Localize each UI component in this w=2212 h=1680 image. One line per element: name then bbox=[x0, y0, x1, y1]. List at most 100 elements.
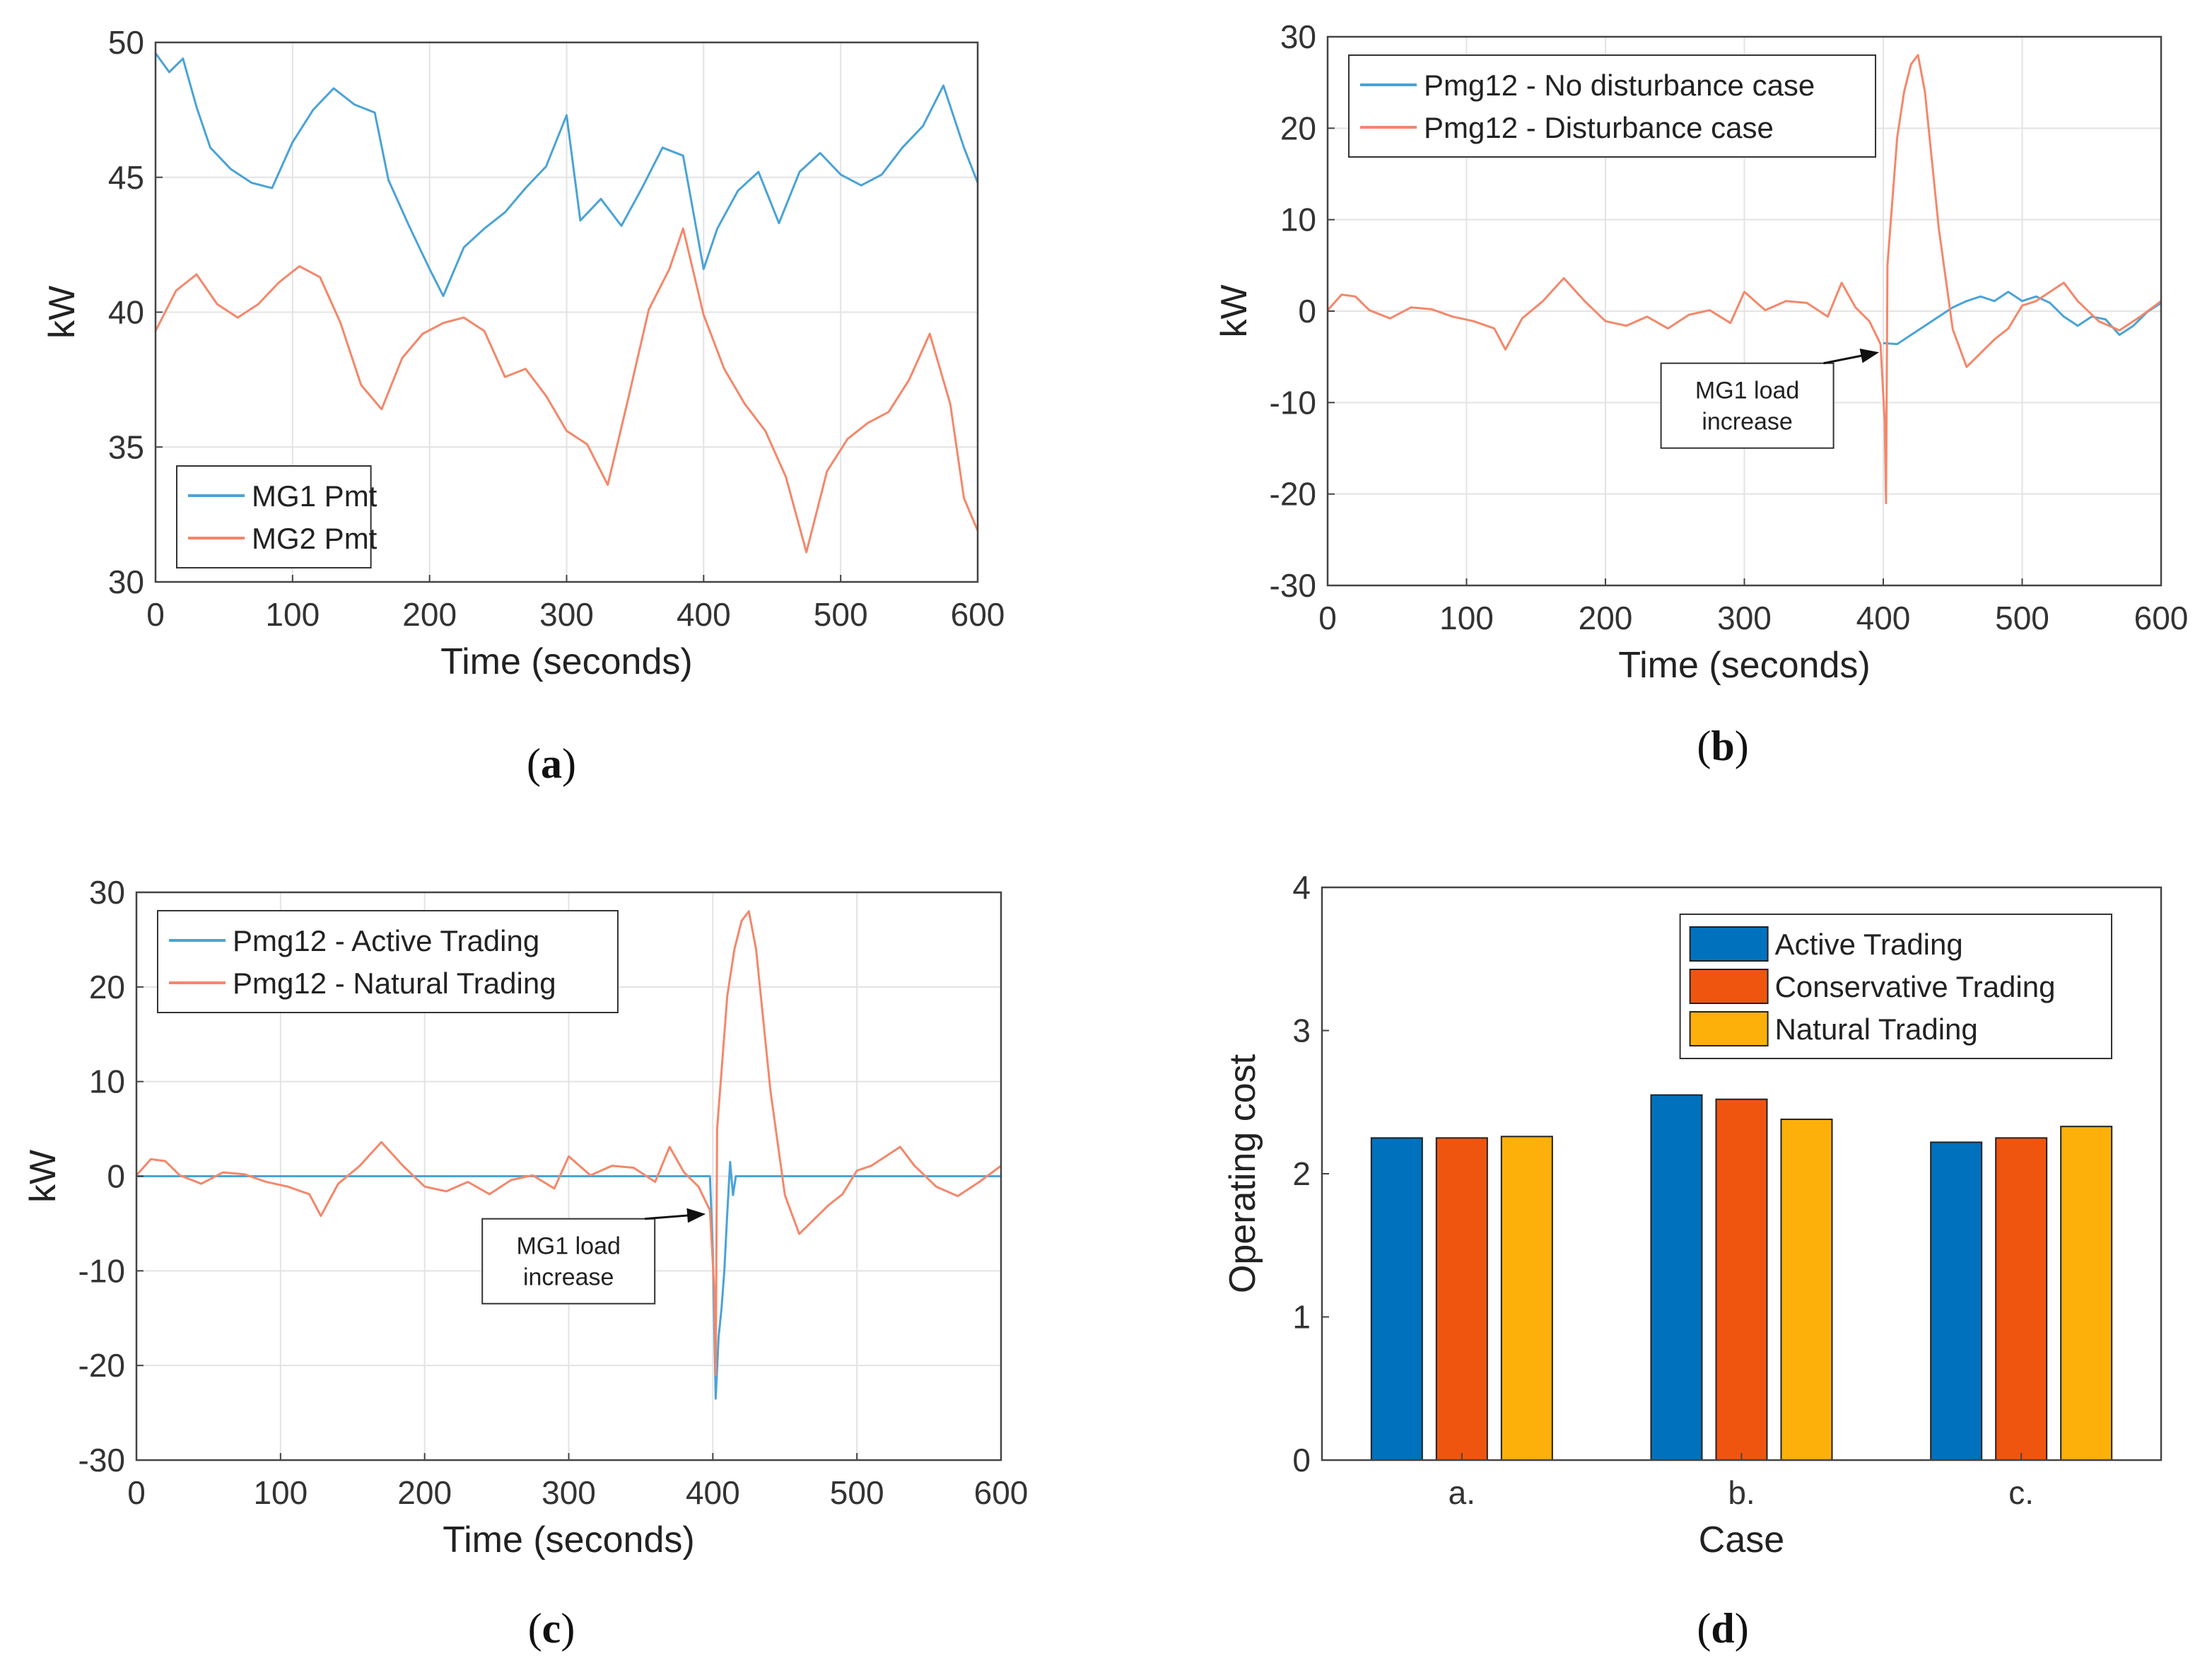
x-tick-label: 100 bbox=[265, 596, 320, 633]
legend-label-1: Pmg12 - Disturbance case bbox=[1424, 111, 1774, 144]
x-tick-label: 600 bbox=[974, 1474, 1029, 1511]
x-tick-label: 400 bbox=[686, 1474, 740, 1511]
axes-box bbox=[154, 41, 979, 583]
series-line-1 bbox=[135, 910, 1002, 1376]
caption-part: ) bbox=[561, 1605, 575, 1652]
legend-box bbox=[176, 465, 372, 568]
x-tick-label: 600 bbox=[2134, 600, 2189, 636]
chart-a: 0 100 200 300 400 500 600 30 35 40 45 50 Time (secon… bbox=[42, 24, 1005, 787]
x-tick-label: a. bbox=[1449, 1474, 1475, 1511]
panel-caption-a: (a) bbox=[527, 740, 576, 787]
legend-label-0: Active Trading bbox=[1775, 928, 1963, 961]
axes-box bbox=[1326, 35, 2163, 587]
legend-box bbox=[1348, 54, 1877, 158]
legend-box bbox=[157, 910, 619, 1013]
annotation-arrowhead bbox=[1859, 349, 1880, 363]
caption-part: b bbox=[1711, 723, 1734, 769]
x-tick-label: 400 bbox=[677, 596, 731, 633]
annotation-text: MG1 load bbox=[1695, 378, 1799, 404]
y-axis-label: kW bbox=[42, 286, 83, 339]
y-tick-label: -30 bbox=[1270, 567, 1316, 604]
legend-label-0: MG1 Pmt bbox=[252, 479, 378, 513]
x-axis-label: Time (seconds) bbox=[440, 641, 692, 682]
legend-swatch-2 bbox=[1689, 1011, 1769, 1046]
y-tick-label: 45 bbox=[108, 159, 144, 196]
x-tick-label: 600 bbox=[951, 596, 1005, 633]
y-tick-label: 35 bbox=[108, 428, 144, 465]
bar-a-0 bbox=[1370, 1137, 1423, 1461]
caption-part: ) bbox=[1735, 1605, 1749, 1652]
y-tick-label: -10 bbox=[1270, 384, 1316, 421]
x-tick-label: 200 bbox=[402, 596, 457, 633]
axes-box bbox=[1321, 886, 2163, 1462]
caption-part: a bbox=[541, 740, 562, 787]
x-tick-label: 0 bbox=[146, 596, 165, 633]
legend-swatch-0 bbox=[1689, 926, 1769, 962]
legend-label-1: Pmg12 - Natural Trading bbox=[233, 967, 556, 1000]
x-tick-label: 0 bbox=[127, 1474, 146, 1511]
y-tick-label: -20 bbox=[1270, 476, 1316, 513]
x-axis-label: Time (seconds) bbox=[443, 1519, 694, 1561]
axes-box bbox=[135, 891, 1002, 1462]
legend-label-1: Conservative Trading bbox=[1775, 970, 2056, 1003]
y-axis-label: kW bbox=[23, 1150, 64, 1203]
legend-swatch-1 bbox=[1689, 969, 1769, 1004]
caption-part: ( bbox=[527, 740, 541, 787]
x-tick-label: b. bbox=[1728, 1474, 1755, 1511]
panel-caption-b: (b) bbox=[1697, 723, 1748, 769]
y-tick-label: 30 bbox=[108, 564, 144, 600]
annotation-text: increase bbox=[523, 1264, 614, 1291]
y-tick-label: 20 bbox=[1280, 110, 1316, 146]
y-tick-label: -30 bbox=[78, 1442, 125, 1478]
annotation-box bbox=[481, 1218, 656, 1305]
caption-part: d bbox=[1711, 1605, 1734, 1652]
x-tick-label: 0 bbox=[1318, 600, 1337, 636]
y-tick-label: 10 bbox=[1280, 202, 1316, 238]
y-tick-label: 20 bbox=[89, 969, 125, 1005]
x-axis-label: Case bbox=[1699, 1519, 1784, 1561]
caption-part: ) bbox=[1735, 723, 1749, 769]
y-tick-label: 30 bbox=[89, 874, 125, 911]
caption-part: ( bbox=[528, 1605, 542, 1652]
caption-part: ( bbox=[1697, 723, 1711, 769]
caption-part: ) bbox=[562, 740, 576, 787]
y-tick-label: 0 bbox=[107, 1158, 125, 1195]
caption-part: ( bbox=[1697, 1605, 1711, 1652]
legend-label-1: MG2 Pmt bbox=[252, 522, 378, 555]
bar-c-2 bbox=[2060, 1126, 2113, 1462]
series-line-0 bbox=[1883, 291, 2162, 346]
y-tick-label: 4 bbox=[1292, 869, 1311, 906]
caption-part: c bbox=[542, 1605, 561, 1652]
annotation-text: increase bbox=[1702, 409, 1793, 436]
legend-label-0: Pmg12 - No disturbance case bbox=[1424, 69, 1815, 102]
y-tick-label: -10 bbox=[78, 1252, 125, 1289]
annotation-box bbox=[1660, 362, 1834, 449]
legend-label-2: Natural Trading bbox=[1775, 1013, 1978, 1046]
x-axis-label: Time (seconds) bbox=[1618, 645, 1870, 686]
y-tick-label: 50 bbox=[108, 24, 144, 61]
chart-d: a. b. c. 0 1 2 3 4 Case Operating cost Active Trad… bbox=[1222, 869, 2163, 1652]
y-tick-label: 0 bbox=[1298, 293, 1316, 329]
x-tick-label: 300 bbox=[539, 596, 594, 633]
x-tick-label: 500 bbox=[1995, 600, 2049, 636]
y-tick-label: 40 bbox=[108, 294, 144, 331]
y-tick-label: 2 bbox=[1292, 1155, 1311, 1192]
y-tick-label: 3 bbox=[1292, 1013, 1311, 1049]
y-tick-label: -20 bbox=[78, 1347, 125, 1384]
bar-b-1 bbox=[1715, 1098, 1768, 1461]
x-tick-label: 300 bbox=[542, 1474, 596, 1511]
annotation-text: MG1 load bbox=[516, 1233, 620, 1260]
bar-b-2 bbox=[1780, 1119, 1833, 1462]
bar-a-2 bbox=[1500, 1136, 1553, 1461]
legend-label-0: Pmg12 - Active Trading bbox=[233, 924, 539, 957]
series-line-1 bbox=[154, 227, 979, 554]
y-axis-label: kW bbox=[1214, 284, 1255, 337]
chart-b: 0 100 200 300 400 500 600 -30 -20 -10 0 10 20 30 Time … bbox=[1214, 18, 2188, 769]
series-line-0 bbox=[154, 52, 979, 298]
bar-c-1 bbox=[1995, 1137, 2048, 1461]
y-tick-label: 10 bbox=[89, 1063, 125, 1100]
panel-caption-c: (c) bbox=[528, 1605, 575, 1652]
x-tick-label: 200 bbox=[397, 1474, 452, 1511]
x-tick-label: 500 bbox=[814, 596, 868, 633]
